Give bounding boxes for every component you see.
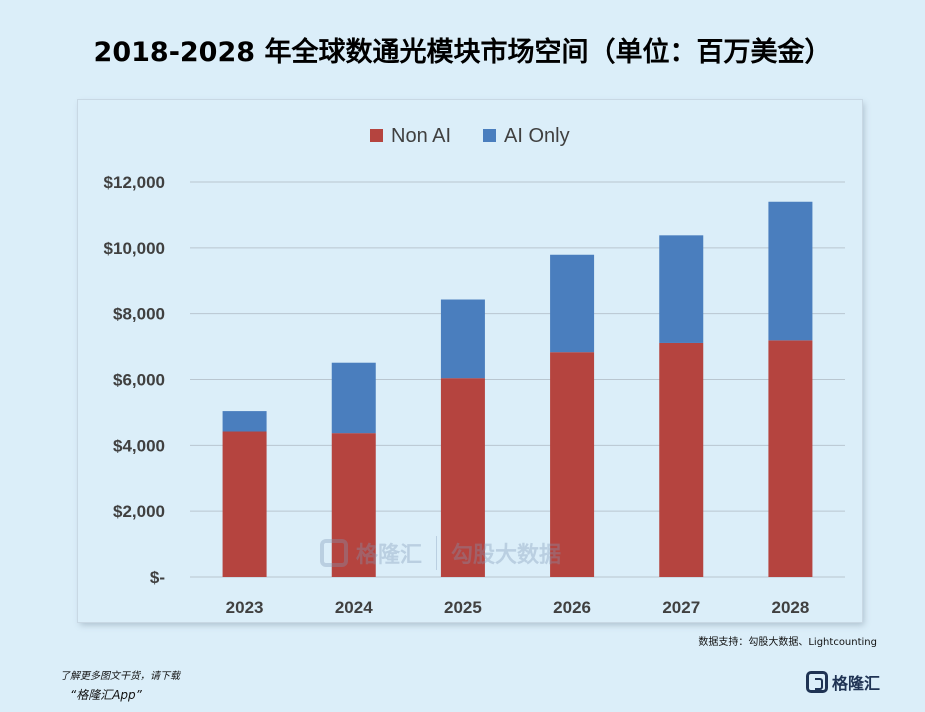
y-tick-label: $8,000 [113,305,165,324]
x-tick-label: 2025 [444,598,482,617]
bar-non-ai [768,340,813,577]
bar-ai-only [440,299,485,379]
chart-title: 2018-2028 年全球数通光模块市场空间（单位：百万美金） [93,37,832,68]
legend-swatch [483,129,496,142]
bar-non-ai [659,342,704,577]
watermark-divider [436,536,438,570]
y-tick-label: $- [150,568,165,587]
watermark-brand: 格隆汇 [356,543,423,568]
watermark: 格隆汇 勾股大数据 [320,536,561,570]
footer-brand-label: 格隆汇 [831,674,880,693]
y-tick-label: $2,000 [113,502,165,521]
bar-non-ai [550,352,595,577]
watermark-brand2: 勾股大数据 [451,543,562,568]
footer-brand: 格隆汇 [805,670,880,694]
footer-download-text: 了解更多图文干货，请下载 [60,671,180,682]
bar-ai-only [550,254,595,353]
y-tick-label: $6,000 [113,371,165,390]
legend-label: AI Only [504,125,570,147]
bar-non-ai [440,378,485,577]
legend-label: Non AI [391,125,451,147]
footer-app-name: “格隆汇App” [70,688,142,702]
watermark-logo-icon [320,539,348,567]
bar-non-ai [222,431,267,577]
y-tick-label: $10,000 [104,239,165,258]
source-note: 数据支持：勾股大数据、Lightcounting [698,637,877,648]
x-tick-label: 2027 [662,598,700,617]
bar-ai-only [659,235,704,343]
x-tick-label: 2024 [335,598,373,617]
bar-ai-only [768,201,813,341]
legend-swatch [370,129,383,142]
bar-ai-only [331,362,376,434]
bar-ai-only [222,411,267,432]
y-tick-label: $4,000 [113,436,165,455]
x-tick-label: 2023 [226,598,264,617]
brand-logo-icon [805,671,828,693]
x-tick-label: 2026 [553,598,591,617]
x-tick-label: 2028 [772,598,810,617]
bar-non-ai [331,433,376,577]
y-tick-label: $12,000 [104,173,165,192]
